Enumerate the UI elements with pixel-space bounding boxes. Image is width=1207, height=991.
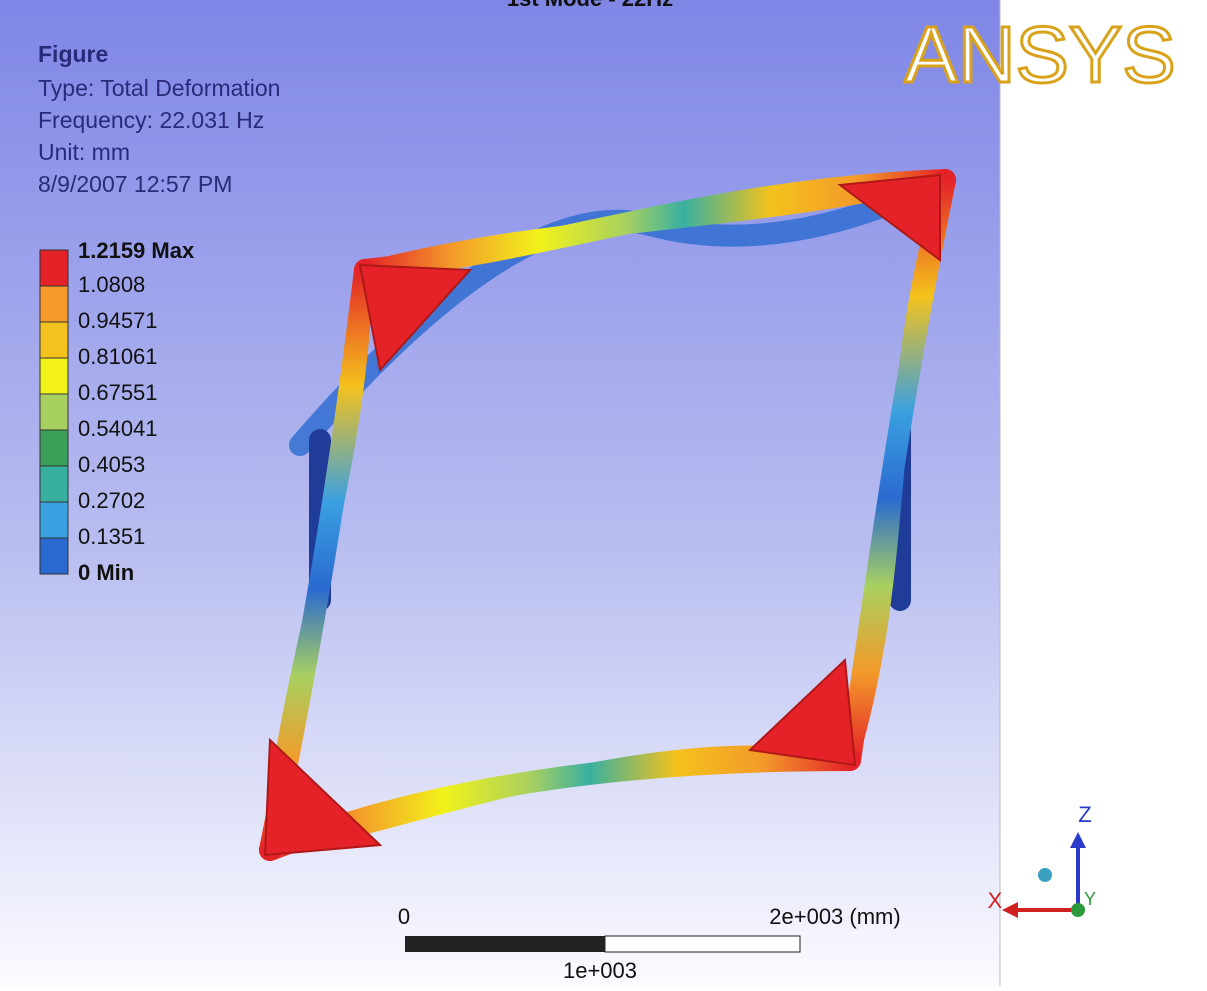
axis-triad: Z X Y bbox=[988, 802, 1096, 918]
info-line: Frequency: 22.031 Hz bbox=[38, 107, 264, 133]
legend-swatch bbox=[40, 250, 68, 286]
legend-label: 0.94571 bbox=[78, 308, 158, 333]
x-arrow bbox=[1002, 902, 1018, 918]
x-label: X bbox=[988, 888, 1003, 913]
legend-swatch bbox=[40, 502, 68, 538]
scale-segment bbox=[605, 936, 800, 952]
legend-swatch bbox=[40, 358, 68, 394]
viewport: 1st Mode - 22Hz ANSYS Figure Type: Total… bbox=[0, 0, 1207, 986]
info-line: 8/9/2007 12:57 PM bbox=[38, 171, 232, 197]
legend-swatch bbox=[40, 286, 68, 322]
info-line: Type: Total Deformation bbox=[38, 75, 280, 101]
legend-label: 0.67551 bbox=[78, 380, 158, 405]
title: 1st Mode - 22Hz bbox=[507, 0, 673, 11]
legend-swatch bbox=[40, 538, 68, 574]
scale-segment bbox=[405, 936, 605, 952]
legend-label: 1.0808 bbox=[78, 272, 145, 297]
triad-ball bbox=[1038, 868, 1052, 882]
legend-label: 0.54041 bbox=[78, 416, 158, 441]
scale-label: 1e+003 bbox=[563, 958, 637, 983]
background bbox=[0, 0, 1000, 986]
legend-label: 0.81061 bbox=[78, 344, 158, 369]
legend-swatch bbox=[40, 430, 68, 466]
legend-label: 0.4053 bbox=[78, 452, 145, 477]
legend-swatch bbox=[40, 322, 68, 358]
legend-swatch bbox=[40, 466, 68, 502]
page: {"header": {"title": "1st Mode - 22Hz", … bbox=[0, 0, 1207, 986]
logo: ANSYS bbox=[904, 10, 1175, 99]
legend-label: 0.1351 bbox=[78, 524, 145, 549]
legend-label: 0 Min bbox=[78, 560, 134, 585]
z-arrow bbox=[1070, 832, 1086, 848]
scale-label: 2e+003 (mm) bbox=[769, 904, 900, 929]
y-label: Y bbox=[1084, 889, 1096, 909]
z-label: Z bbox=[1078, 802, 1091, 827]
info-line: Unit: mm bbox=[38, 139, 130, 165]
info-heading: Figure bbox=[38, 41, 108, 67]
legend-label: 1.2159 Max bbox=[78, 238, 195, 263]
legend-swatch bbox=[40, 394, 68, 430]
y-axis bbox=[1071, 903, 1085, 917]
legend-label: 0.2702 bbox=[78, 488, 145, 513]
scale-label: 0 bbox=[398, 904, 410, 929]
